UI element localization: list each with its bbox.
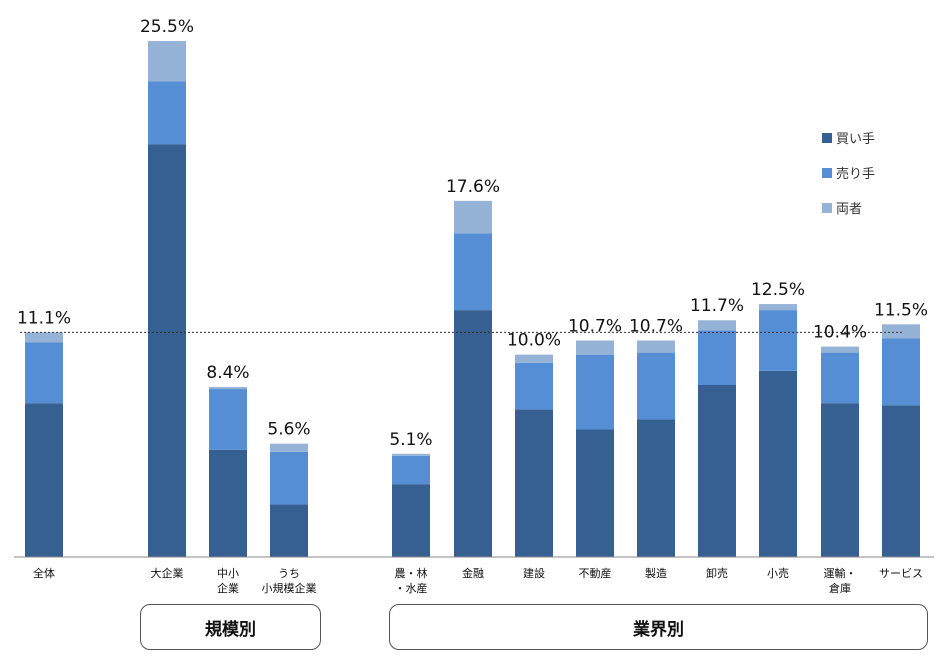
total-label: 11.7% bbox=[690, 296, 744, 316]
bar-segment-2-cat-9 bbox=[637, 352, 675, 420]
bar-segment-1-cat-12 bbox=[821, 403, 859, 557]
total-label: 10.4% bbox=[813, 323, 867, 343]
category-label: うち小規模企業 bbox=[262, 567, 317, 595]
category-label: 全体 bbox=[33, 566, 55, 580]
bar-segment-2-cat-13 bbox=[882, 338, 920, 406]
category-labels-layer: 全体 大企業 中小企業 うち小規模企業 農・林・水産 金融 建設 不動産 製造 卸売 小売 運輸・倉庫… bbox=[33, 566, 923, 595]
bar-segment-3-cat-13 bbox=[882, 324, 920, 339]
bar-segment-3-cat-2 bbox=[148, 41, 186, 82]
bar-segment-2-cat-12 bbox=[821, 352, 859, 404]
bar-segment-1-cat-10 bbox=[698, 385, 736, 557]
bar-segment-2-cat-2 bbox=[148, 81, 186, 145]
bar-segment-2-cat-8 bbox=[576, 354, 614, 430]
group-label-industry-text: 業界別 bbox=[633, 619, 684, 640]
legend-swatch-2 bbox=[822, 168, 832, 178]
bar-segment-3-cat-6 bbox=[454, 200, 492, 234]
bar-segment-1-cat-3 bbox=[209, 449, 247, 557]
bar-segment-1-cat-7 bbox=[515, 409, 553, 557]
total-label: 12.5% bbox=[751, 280, 805, 300]
total-label: 10.0% bbox=[507, 331, 561, 351]
bar-segment-2-cat-7 bbox=[515, 362, 553, 410]
bar-segment-3-cat-4 bbox=[270, 443, 308, 452]
bar-segment-3-cat-10 bbox=[698, 320, 736, 331]
bar-segment-2-cat-5 bbox=[392, 455, 430, 485]
category-label: 中小企業 bbox=[217, 567, 239, 595]
group-label-size-text: 規模別 bbox=[205, 619, 256, 640]
bar-segment-1-cat-6 bbox=[454, 310, 492, 557]
bar-segment-3-cat-1 bbox=[25, 332, 63, 343]
total-label: 8.4% bbox=[206, 363, 249, 383]
bar-segment-1-cat-13 bbox=[882, 405, 920, 557]
bar-segment-2-cat-10 bbox=[698, 330, 736, 385]
bar-segment-3-cat-3 bbox=[209, 387, 247, 390]
bar-segment-1-cat-8 bbox=[576, 429, 614, 557]
total-label: 11.5% bbox=[874, 300, 928, 320]
category-label: 卸売 bbox=[706, 566, 728, 580]
total-label: 17.6% bbox=[446, 177, 500, 197]
bar-segment-2-cat-1 bbox=[25, 342, 63, 404]
bar-segment-2-cat-6 bbox=[454, 233, 492, 311]
category-label: 小売 bbox=[767, 567, 789, 580]
category-label: 不動産 bbox=[579, 566, 612, 580]
total-label: 5.1% bbox=[389, 430, 432, 450]
legend-label-3: 両者 bbox=[836, 202, 862, 217]
category-label: 製造 bbox=[645, 566, 667, 580]
group-label-industry: 業界別 bbox=[389, 604, 928, 650]
bar-segment-2-cat-3 bbox=[209, 389, 247, 450]
category-label: 金融 bbox=[462, 566, 484, 580]
total-labels-layer: 11.1% 25.5% 8.4% 5.6% 5.1% 17.6% 10.0% 10.7% 10.… bbox=[17, 17, 928, 450]
total-label: 25.5% bbox=[140, 17, 194, 37]
total-label: 11.1% bbox=[17, 308, 71, 328]
bar-segment-1-cat-11 bbox=[759, 370, 797, 557]
bar-segment-3-cat-12 bbox=[821, 346, 859, 353]
bar-segment-1-cat-9 bbox=[637, 419, 675, 557]
legend-swatch-3 bbox=[822, 203, 832, 213]
category-label: 運輸・倉庫 bbox=[824, 566, 857, 595]
legend-swatch-1 bbox=[822, 133, 832, 143]
bar-segment-2-cat-4 bbox=[270, 451, 308, 505]
bar-segment-1-cat-2 bbox=[148, 144, 186, 557]
bars-layer bbox=[25, 41, 920, 557]
group-label-size: 規模別 bbox=[140, 604, 321, 650]
total-label: 10.7% bbox=[568, 316, 622, 336]
legend-label-1: 買い手 bbox=[836, 132, 875, 147]
category-label: 建設 bbox=[523, 566, 545, 580]
bar-segment-1-cat-1 bbox=[25, 403, 63, 557]
category-label: 農・林・水産 bbox=[395, 566, 428, 595]
bar-segment-3-cat-5 bbox=[392, 453, 430, 456]
bar-segment-1-cat-4 bbox=[270, 504, 308, 557]
bar-segment-3-cat-11 bbox=[759, 304, 797, 311]
bar-segment-1-cat-5 bbox=[392, 484, 430, 557]
bar-segment-3-cat-7 bbox=[515, 354, 553, 363]
category-label: 大企業 bbox=[151, 566, 184, 580]
bar-segment-2-cat-11 bbox=[759, 310, 797, 371]
bar-segment-3-cat-9 bbox=[637, 340, 675, 353]
bar-segment-3-cat-8 bbox=[576, 340, 614, 355]
category-label: サービス bbox=[879, 567, 923, 580]
total-label: 10.7% bbox=[629, 316, 683, 336]
legend-label-2: 売り手 bbox=[836, 166, 875, 182]
total-label: 5.6% bbox=[267, 420, 310, 440]
